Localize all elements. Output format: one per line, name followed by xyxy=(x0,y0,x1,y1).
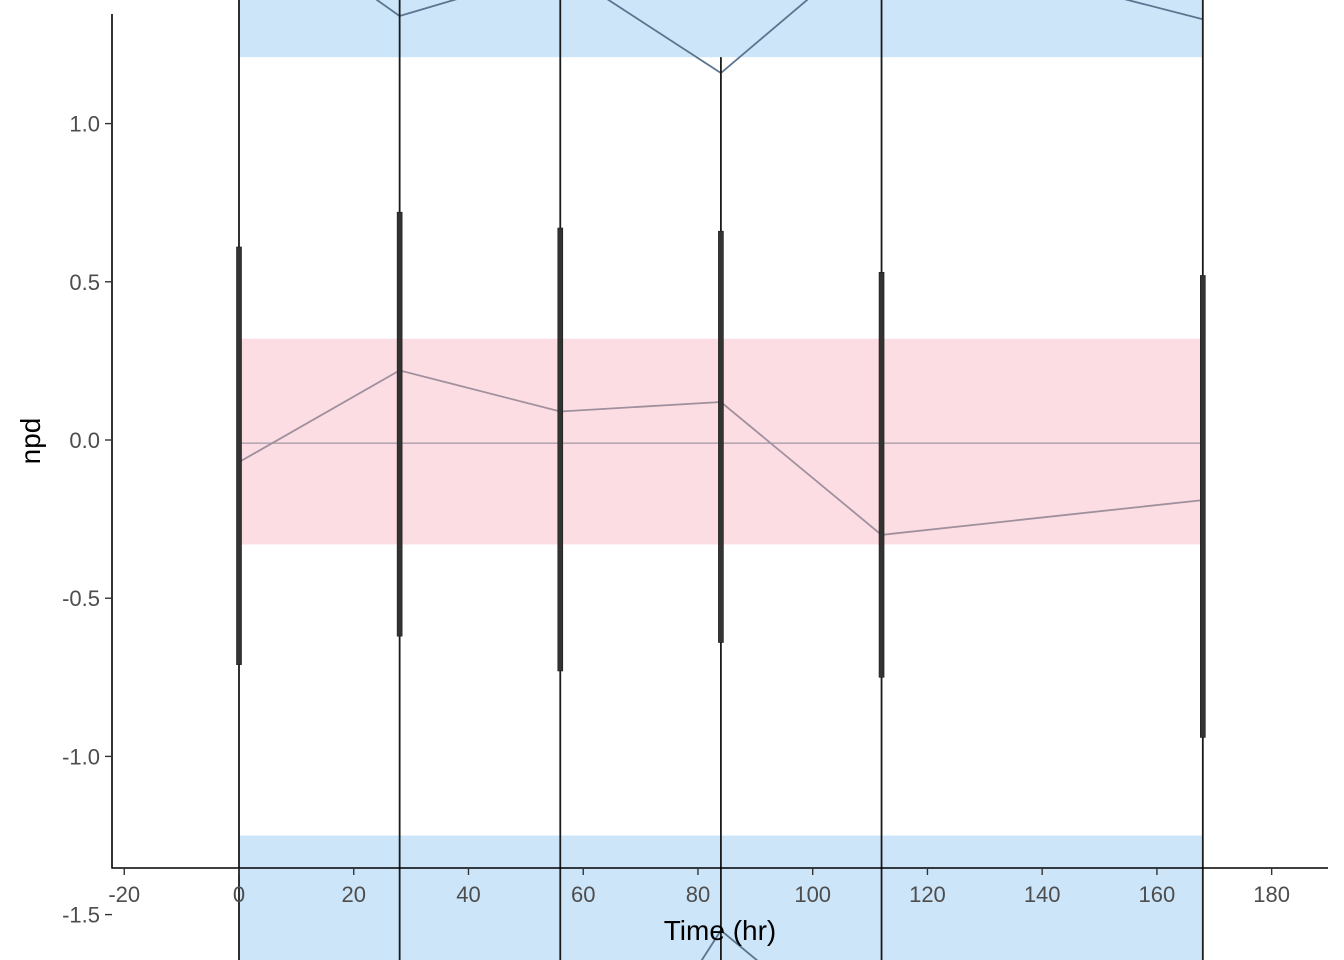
x-tick-label: 160 xyxy=(1139,882,1176,907)
x-tick-label: 140 xyxy=(1024,882,1061,907)
boxplot-box xyxy=(557,227,564,672)
boxplot-1 xyxy=(396,0,403,960)
boxplot-0 xyxy=(236,0,242,960)
x-tick-label: 80 xyxy=(686,882,710,907)
y-tick-label: -1.5 xyxy=(62,903,100,928)
boxplot-box xyxy=(718,230,724,643)
boxplot-5 xyxy=(1200,0,1206,960)
y-tick-label: 0.0 xyxy=(69,428,100,453)
boxplot-2 xyxy=(557,0,564,960)
x-axis-title: Time (hr) xyxy=(664,915,777,946)
y-tick-label: 1.0 xyxy=(69,112,100,137)
boxplot-box xyxy=(236,246,242,665)
boxplots xyxy=(236,0,1206,960)
x-tick-label: 60 xyxy=(571,882,595,907)
y-tick-label: 0.5 xyxy=(69,270,100,295)
x-tick-label: 100 xyxy=(794,882,831,907)
x-tick-label: 0 xyxy=(233,882,245,907)
boxplot-box xyxy=(878,272,885,678)
axes: -200204060801001201401601802.52.01.51.00… xyxy=(62,14,1328,928)
x-tick-label: -20 xyxy=(108,882,140,907)
y-axis-title: npd xyxy=(15,418,46,465)
y-tick-label: -0.5 xyxy=(62,586,100,611)
boxplot-box xyxy=(1200,275,1206,738)
band-0 xyxy=(239,0,1203,58)
x-tick-label: 20 xyxy=(341,882,365,907)
y-tick-label: -1.0 xyxy=(62,744,100,769)
x-tick-label: 120 xyxy=(909,882,946,907)
boxplot-box xyxy=(396,211,403,637)
x-tick-label: 40 xyxy=(456,882,480,907)
boxplot-3 xyxy=(718,57,724,960)
x-tick-label: 180 xyxy=(1253,882,1290,907)
series-line-1 xyxy=(238,369,1203,536)
boxplot-4 xyxy=(878,0,885,960)
series-line-0 xyxy=(375,0,1204,75)
